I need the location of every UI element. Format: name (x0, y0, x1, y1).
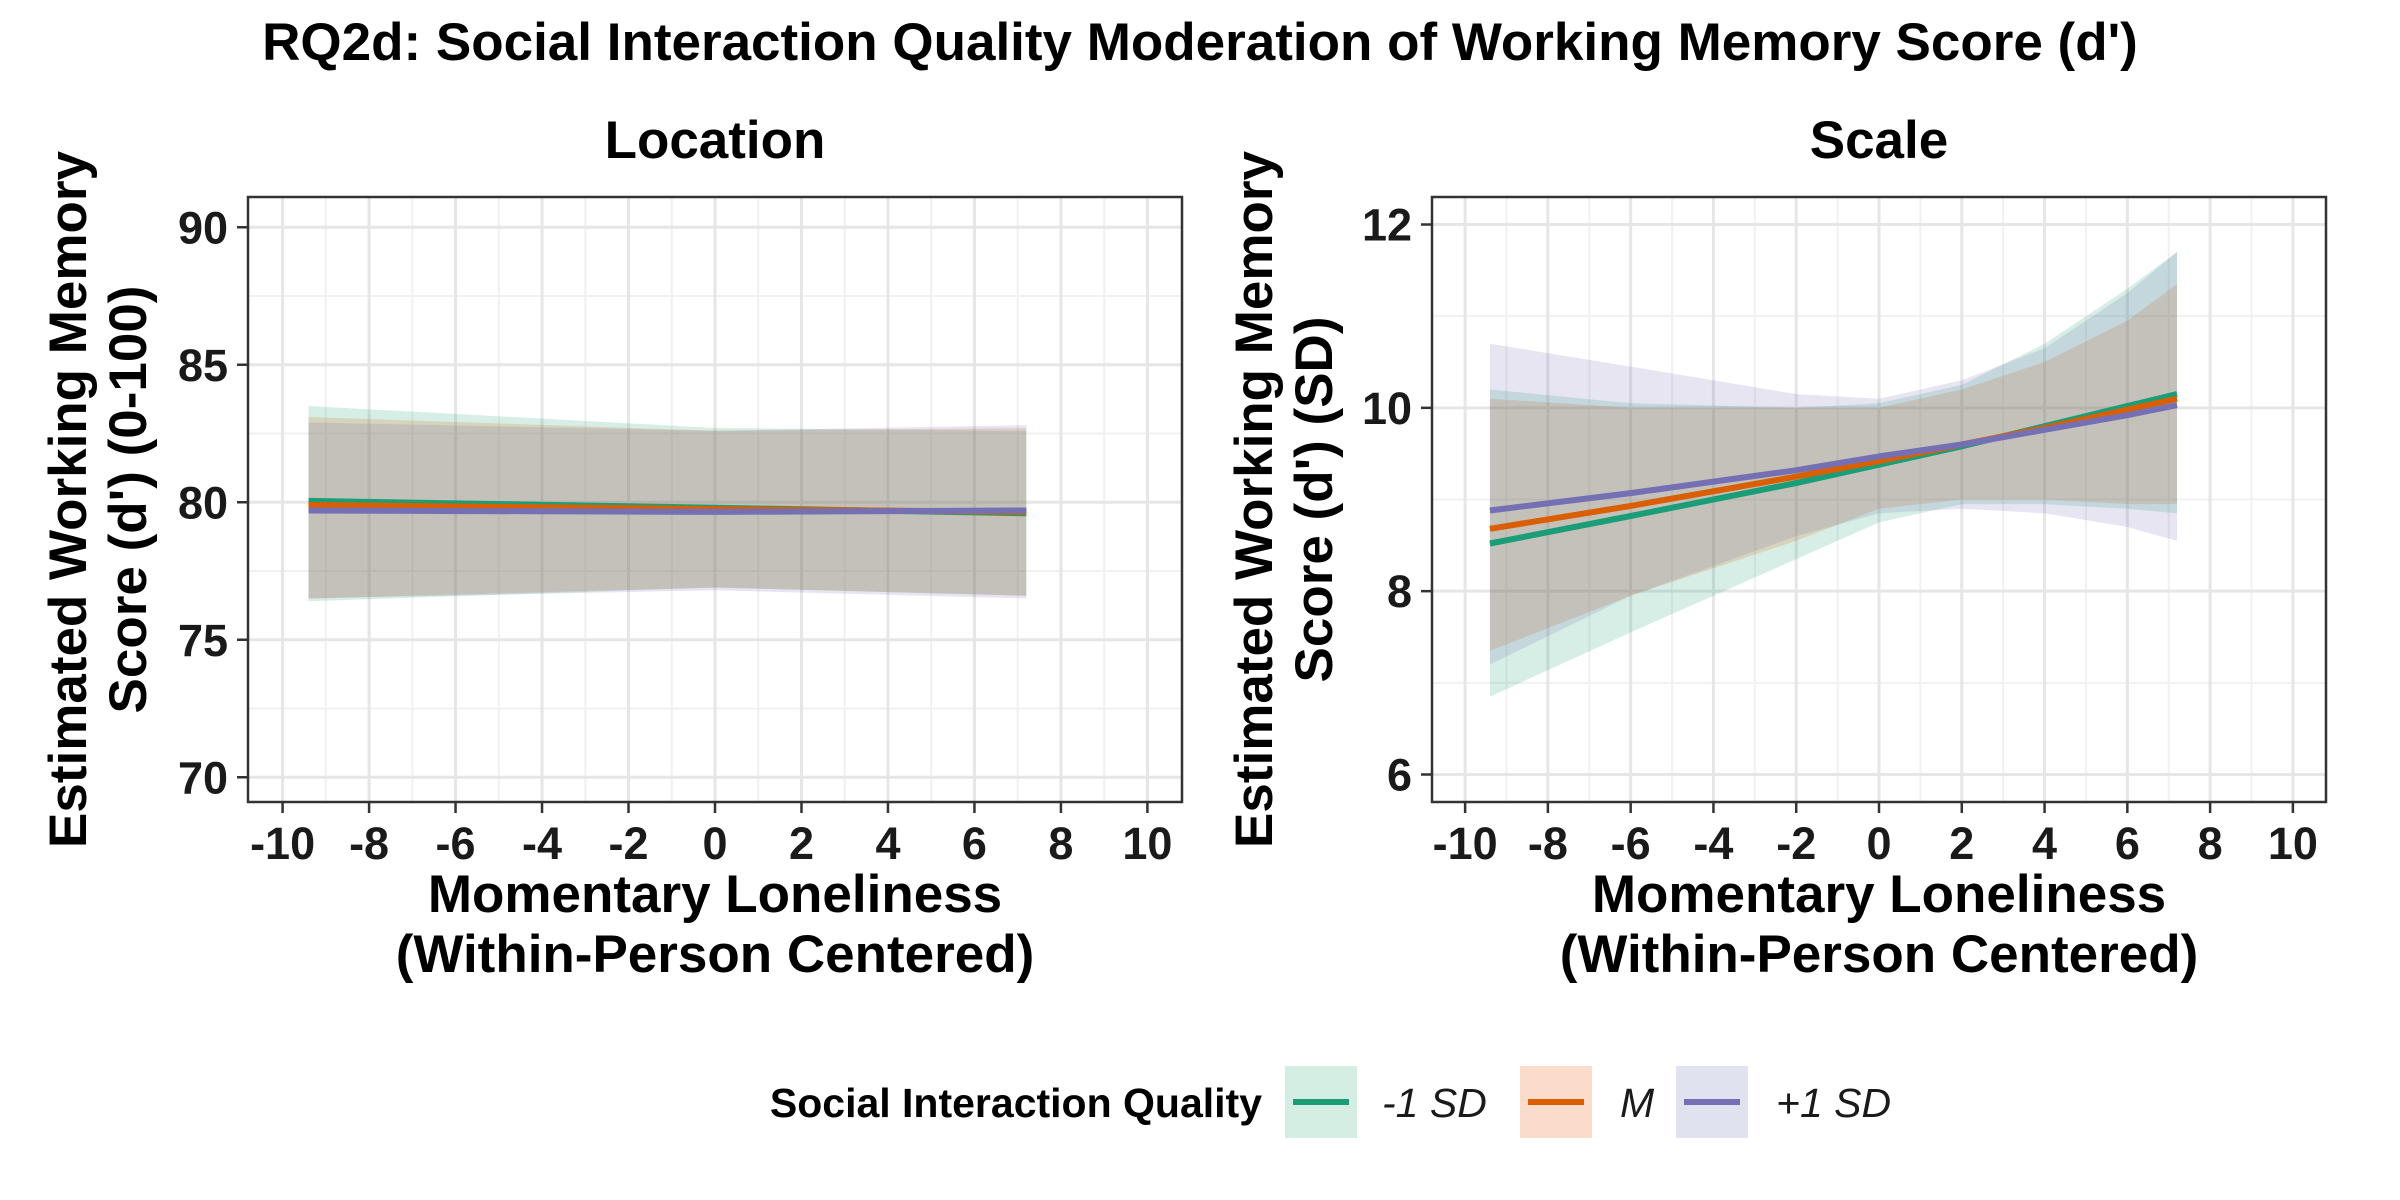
x-tick-label: -10 (1433, 818, 1498, 869)
x-tick-label: -8 (349, 818, 389, 869)
x-tick-label: 8 (1048, 818, 1073, 869)
x-tick-label: -6 (1611, 818, 1651, 869)
confidence-band (1489, 252, 2177, 665)
x-tick-label: 4 (2032, 818, 2057, 869)
y-tick-label: 8 (1387, 566, 1412, 617)
x-tick-label: 2 (1949, 818, 1974, 869)
legend-label: -1 SD (1382, 1080, 1487, 1126)
x-tick-label: -8 (1528, 818, 1568, 869)
x-axis-title: Momentary Loneliness (428, 865, 1002, 924)
x-tick-label: 10 (1122, 818, 1172, 869)
x-tick-label: 4 (875, 818, 900, 869)
series-line (308, 507, 1027, 515)
x-axis-title: Momentary Loneliness (1592, 865, 2166, 924)
y-tick-label: 80 (178, 477, 228, 528)
x-tick-label: 0 (702, 818, 727, 869)
y-tick-label: 12 (1362, 200, 1412, 251)
x-axis-title: (Within-Person Centered) (1560, 925, 2198, 984)
y-axis-title: Estimated Working Memory (39, 150, 98, 848)
chart-title: RQ2d: Social Interaction Quality Moderat… (262, 13, 2138, 72)
x-tick-label: -10 (250, 818, 315, 869)
x-tick-label: -6 (436, 818, 476, 869)
x-tick-label: 2 (789, 818, 814, 869)
x-tick-label: 8 (2198, 818, 2223, 869)
x-tick-label: 6 (962, 818, 987, 869)
scale-panel: Scale 6 8 10 12 -10 -8 -6 -4 -2 0 2 4 6 8 10 Momentary L… (1225, 111, 2328, 984)
x-tick-label: -4 (522, 818, 562, 869)
x-tick-label: -2 (1776, 818, 1816, 869)
x-tick-label: 0 (1866, 818, 1891, 869)
panel-title: Location (605, 111, 826, 170)
y-tick-label: 85 (178, 340, 228, 391)
x-tick-label: -4 (1693, 818, 1733, 869)
y-tick-label: 90 (178, 202, 228, 253)
y-axis-title: Score (d') (SD) (1285, 317, 1344, 683)
legend-title: Social Interaction Quality (770, 1080, 1262, 1126)
y-tick-label: 6 (1387, 750, 1412, 801)
location-panel: Location 70 75 80 85 90 -10 -8 -6 -4 -2 0 2 4 6 8 10 Mome… (39, 111, 1184, 984)
series-line (1489, 402, 2178, 514)
x-tick-label: -2 (609, 818, 649, 869)
panel-title: Scale (1810, 111, 1949, 170)
confidence-band (308, 406, 1027, 602)
y-axis-title: Score (d') (0-100) (99, 286, 158, 714)
y-tick-label: 70 (178, 752, 228, 803)
legend-label: M (1620, 1080, 1655, 1126)
y-axis-title: Estimated Working Memory (1225, 150, 1284, 848)
x-tick-label: 6 (2115, 818, 2140, 869)
legend: Social Interaction Quality -1 SD M +1 SD (770, 1066, 1891, 1138)
y-tick-label: 10 (1362, 383, 1412, 434)
x-tick-label: 10 (2268, 818, 2318, 869)
y-tick-label: 75 (178, 615, 228, 666)
x-axis-title: (Within-Person Centered) (396, 925, 1034, 984)
legend-label: +1 SD (1776, 1080, 1891, 1126)
